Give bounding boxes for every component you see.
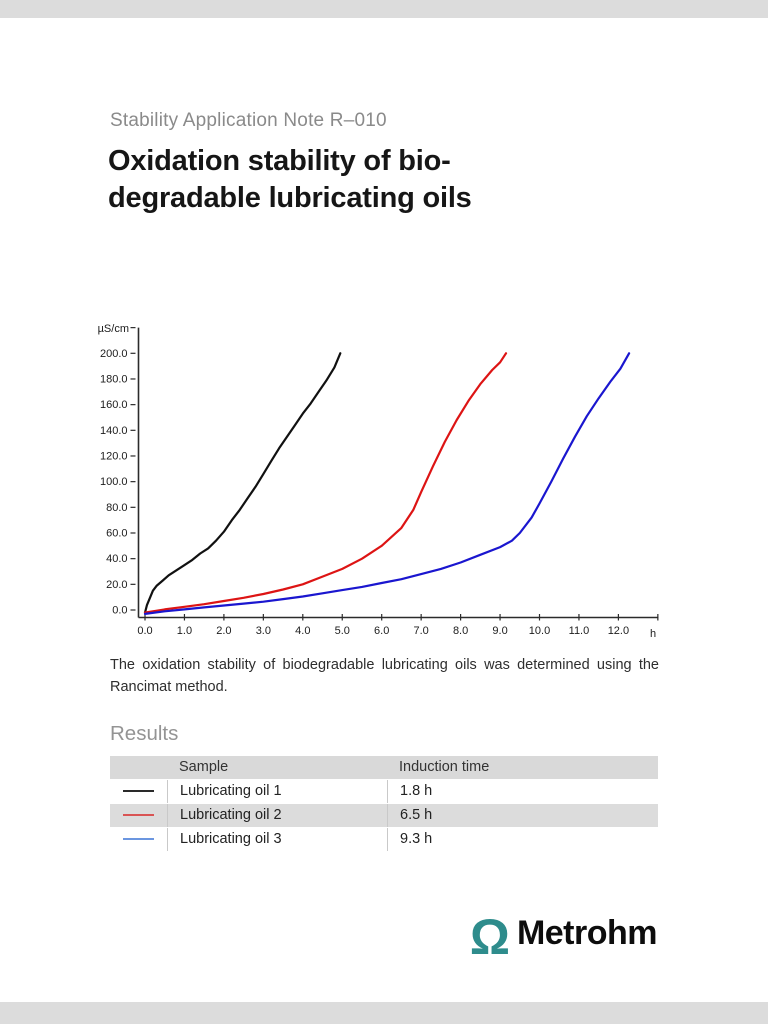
red-line-swatch [123, 814, 154, 817]
svg-text:6.0: 6.0 [374, 625, 389, 637]
induction-time-cell: 6.5 h [387, 804, 658, 827]
svg-text:140.0: 140.0 [100, 425, 128, 437]
page-title: Oxidation stability of bio-degradable lu… [108, 143, 472, 217]
svg-text:µS/cm: µS/cm [98, 323, 129, 335]
results-table: Sample Induction time Lubricating oil 1 … [110, 756, 658, 852]
svg-text:200.0: 200.0 [100, 348, 128, 360]
viewer-top-bar [0, 0, 768, 18]
svg-text:40.0: 40.0 [106, 553, 127, 565]
svg-text:100.0: 100.0 [100, 476, 128, 488]
black-line-swatch [123, 790, 154, 793]
svg-text:60.0: 60.0 [106, 527, 127, 539]
svg-text:180.0: 180.0 [100, 373, 128, 385]
application-note-number: Stability Application Note R–010 [110, 110, 387, 131]
svg-text:120.0: 120.0 [100, 450, 128, 462]
svg-text:80.0: 80.0 [106, 502, 127, 514]
curve-lubricating-oil-1 [143, 352, 342, 614]
swatch-cell [110, 804, 167, 827]
curve-lubricating-oil-2 [143, 352, 508, 614]
induction-time-cell: 1.8 h [387, 780, 658, 803]
sample-cell: Lubricating oil 2 [167, 804, 387, 827]
svg-text:0.0: 0.0 [112, 605, 127, 617]
svg-text:3.0: 3.0 [256, 625, 271, 637]
table-header-row: Sample Induction time [110, 756, 658, 779]
viewer-bottom-bar [0, 1002, 768, 1024]
blue-line-swatch [123, 838, 154, 841]
svg-text:0.0: 0.0 [137, 625, 152, 637]
sample-cell: Lubricating oil 3 [167, 828, 387, 851]
induction-time-cell: 9.3 h [387, 828, 658, 851]
table-row: Lubricating oil 3 9.3 h [110, 828, 658, 851]
sample-cell: Lubricating oil 1 [167, 780, 387, 803]
svg-text:7.0: 7.0 [414, 625, 429, 637]
svg-text:1.0: 1.0 [177, 625, 192, 637]
table-row: Lubricating oil 2 6.5 h [110, 804, 658, 827]
svg-text:11.0: 11.0 [569, 625, 590, 637]
svg-text:2.0: 2.0 [216, 625, 231, 637]
svg-text:9.0: 9.0 [492, 625, 507, 637]
column-header-swatch [110, 756, 167, 779]
svg-text:20.0: 20.0 [106, 579, 127, 591]
svg-text:h: h [650, 628, 656, 640]
svg-text:160.0: 160.0 [100, 399, 128, 411]
swatch-cell [110, 828, 167, 851]
chart-caption: The oxidation stability of biodegradable… [110, 657, 659, 695]
column-header-induction-time: Induction time [399, 759, 490, 775]
metrohm-logo: Ω Metrohm [470, 906, 658, 962]
page-title-line-2: degradable lubricating oils [108, 182, 472, 214]
svg-text:5.0: 5.0 [335, 625, 350, 637]
omega-icon: Ω [469, 909, 510, 965]
svg-text:10.0: 10.0 [529, 625, 550, 637]
svg-text:4.0: 4.0 [295, 625, 310, 637]
svg-text:8.0: 8.0 [453, 625, 468, 637]
page-title-line-1: Oxidation stability of bio- [108, 145, 451, 177]
metrohm-wordmark: Metrohm [516, 914, 658, 952]
conductivity-chart: 0.0 20.0 40.0 60.0 80.0 100.0 120.0 140.0 160.0 1… [98, 323, 659, 640]
table-row: Lubricating oil 1 1.8 h [110, 780, 658, 803]
curve-lubricating-oil-3 [143, 352, 631, 615]
svg-text:12.0: 12.0 [608, 625, 629, 637]
swatch-cell [110, 780, 167, 803]
results-heading: Results [110, 722, 179, 745]
column-header-sample: Sample [179, 759, 229, 775]
